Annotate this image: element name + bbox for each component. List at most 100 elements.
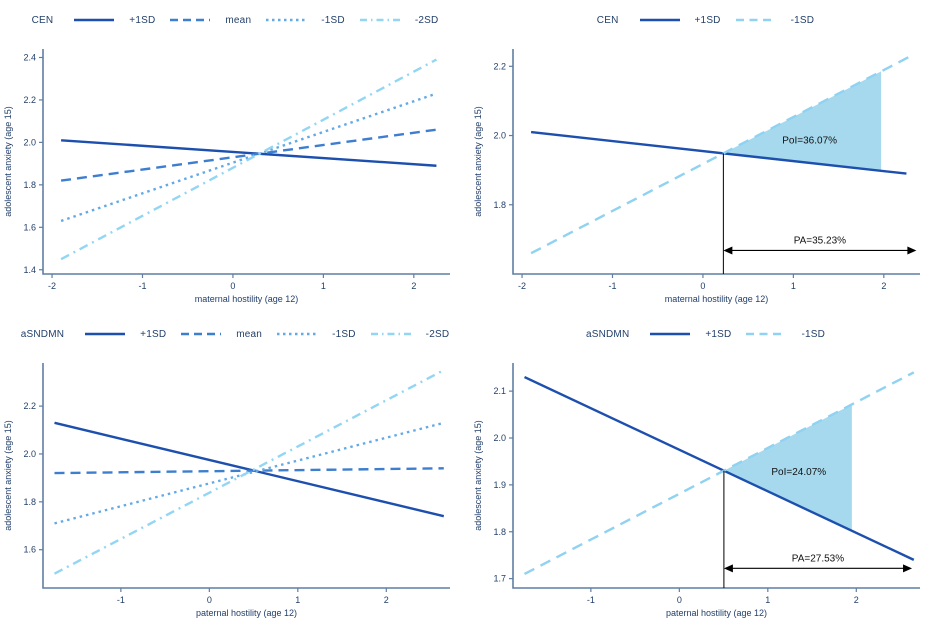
chart-cell-bottom-left: aSNDMN +1SD mean -1SD -2SD -1 0 1 2 1.6 1.8 2.0 2.2… xyxy=(0,314,470,628)
axes xyxy=(512,49,920,275)
y-tick-label: 2.0 xyxy=(493,433,506,443)
y-tick-label: 2.2 xyxy=(493,61,506,71)
pa-label: PA=27.53% xyxy=(792,553,844,564)
series-line--1SD xyxy=(523,371,915,576)
y-tick-label: 1.8 xyxy=(493,200,506,210)
poi-label: PoI=36.07% xyxy=(782,136,837,147)
legend-label: +1SD xyxy=(705,328,732,340)
x-tick-label: -1 xyxy=(117,595,125,605)
x-axis-title: maternal hostility (age 12) xyxy=(665,294,769,304)
x-tick-label: 0 xyxy=(230,281,235,291)
x-axis-title: paternal hostility (age 12) xyxy=(666,608,767,618)
legend-label: -1SD xyxy=(790,14,815,26)
y-tick-label: 1.9 xyxy=(493,480,506,490)
legend-line-sample-+1SD xyxy=(74,18,115,22)
legend-label: -1SD xyxy=(801,328,826,340)
series-line-+1SD xyxy=(61,139,437,167)
y-tick-label: 1.8 xyxy=(23,180,36,190)
legend-line-sample--1SD xyxy=(277,332,318,336)
poi-label: PoI=24.07% xyxy=(771,467,826,478)
y-tick-label: 2.0 xyxy=(23,449,36,459)
legend-line-sample--1SD xyxy=(266,18,307,22)
plot-area: -1 0 1 2 1.7 1.8 1.9 2.0 2.1 paternal hostility (… xyxy=(470,350,941,628)
legend-label: -2SD xyxy=(414,14,439,26)
x-axis-title: maternal hostility (age 12) xyxy=(195,294,299,304)
legend-title: aSNDMN xyxy=(585,328,630,340)
legend-title: aSNDMN xyxy=(20,328,65,340)
chart-legend: CEN +1SD mean -1SD -2SD xyxy=(0,0,470,36)
y-tick-label: 2.0 xyxy=(23,137,36,147)
plot-area: -2 -1 0 1 2 1.4 1.6 1.8 2.0 2.2 2.4 maternal hostil… xyxy=(0,36,470,314)
chart-svg: -2 -1 0 1 2 1.8 2.0 2.2 maternal hostility (age … xyxy=(473,49,920,304)
y-tick-label: 2.1 xyxy=(493,386,506,396)
x-tick-label: 1 xyxy=(295,595,300,605)
chart-legend: aSNDMN +1SD -1SD xyxy=(470,314,941,350)
axes xyxy=(42,363,450,589)
x-tick-label: -1 xyxy=(608,281,616,291)
x-tick-label: 0 xyxy=(700,281,705,291)
legend-line-sample-+1SD xyxy=(639,18,680,22)
x-tick-label: 0 xyxy=(207,595,212,605)
axes xyxy=(42,49,450,275)
series-line--1SD xyxy=(54,421,445,525)
poi-shaded-region xyxy=(723,71,882,171)
legend-line-sample-+1SD xyxy=(85,332,126,336)
legend-label: mean xyxy=(236,328,263,340)
y-axis-title: adolescent anxiety (age 15) xyxy=(3,420,13,531)
chart-svg: -2 -1 0 1 2 1.4 1.6 1.8 2.0 2.2 2.4 maternal hostil… xyxy=(3,49,450,304)
chart-cell-bottom-right: aSNDMN +1SD -1SD -1 0 1 2 1.7 1.8 1.9 2.0 2.1 pater… xyxy=(470,314,941,628)
y-tick-label: 1.8 xyxy=(23,497,36,507)
y-tick-label: 2.0 xyxy=(493,131,506,141)
y-tick-label: 2.2 xyxy=(23,95,36,105)
pa-arrowhead-right xyxy=(903,564,913,573)
chart-svg: -1 0 1 2 1.7 1.8 1.9 2.0 2.1 paternal hostility (… xyxy=(473,363,920,618)
legend-line-sample-+1SD xyxy=(650,332,691,336)
pa-arrowhead-right xyxy=(907,246,917,255)
x-tick-label: 2 xyxy=(411,281,416,291)
x-tick-label: 2 xyxy=(881,281,886,291)
series-line-mean xyxy=(54,467,444,475)
legend-label: +1SD xyxy=(140,328,167,340)
chart-legend: aSNDMN +1SD mean -1SD -2SD xyxy=(0,314,470,350)
x-tick-label: 0 xyxy=(677,595,682,605)
legend-label: -2SD xyxy=(425,328,450,340)
series-line-mean xyxy=(60,128,437,182)
y-tick-label: 1.8 xyxy=(493,527,506,537)
legend-title: CEN xyxy=(31,14,54,26)
legend-label: -1SD xyxy=(321,14,345,26)
series-line-+1SD xyxy=(530,130,907,175)
series-line--2SD xyxy=(60,58,437,261)
x-tick-label: -2 xyxy=(518,281,526,291)
y-tick-label: 1.7 xyxy=(493,574,506,584)
plot-area: -1 0 1 2 1.6 1.8 2.0 2.2 paternal hostility (age… xyxy=(0,350,470,628)
x-tick-label: -2 xyxy=(48,281,56,291)
chart-svg: -1 0 1 2 1.6 1.8 2.0 2.2 paternal hostility (age… xyxy=(3,363,450,618)
legend-label: -1SD xyxy=(332,328,356,340)
y-tick-label: 1.4 xyxy=(23,265,36,275)
legend-line-sample--2SD xyxy=(370,332,411,336)
legend-title: CEN xyxy=(596,14,619,26)
x-axis-title: paternal hostility (age 12) xyxy=(196,608,297,618)
chart-cell-top-right: CEN +1SD -1SD -2 -1 0 1 2 1.8 2.0 2.2 maternal hos… xyxy=(470,0,941,314)
legend-label: +1SD xyxy=(129,14,156,26)
y-axis-title: adolescent anxiety (age 15) xyxy=(3,106,13,217)
x-tick-label: -1 xyxy=(138,281,146,291)
legend-line-sample-mean xyxy=(181,332,222,336)
x-tick-label: 1 xyxy=(321,281,326,291)
series-line--1SD xyxy=(60,92,437,223)
x-tick-label: -1 xyxy=(587,595,595,605)
plot-area: -2 -1 0 1 2 1.8 2.0 2.2 maternal hostility (age … xyxy=(470,36,941,314)
x-tick-label: 1 xyxy=(791,281,796,291)
legend-line-sample-mean xyxy=(170,18,211,22)
axes xyxy=(512,363,920,589)
chart-cell-top-left: CEN +1SD mean -1SD -2SD -2 -1 0 1 2 1.4 1.6 1.8 2.0 2… xyxy=(0,0,470,314)
poi-shaded-region xyxy=(723,404,852,531)
y-tick-label: 2.4 xyxy=(23,52,36,62)
legend-line-sample--1SD xyxy=(746,332,787,336)
legend-line-sample--2SD xyxy=(359,18,400,22)
y-tick-label: 1.6 xyxy=(23,545,36,555)
x-tick-label: 2 xyxy=(854,595,859,605)
legend-label: +1SD xyxy=(694,14,721,26)
pa-label: PA=35.23% xyxy=(794,235,846,246)
